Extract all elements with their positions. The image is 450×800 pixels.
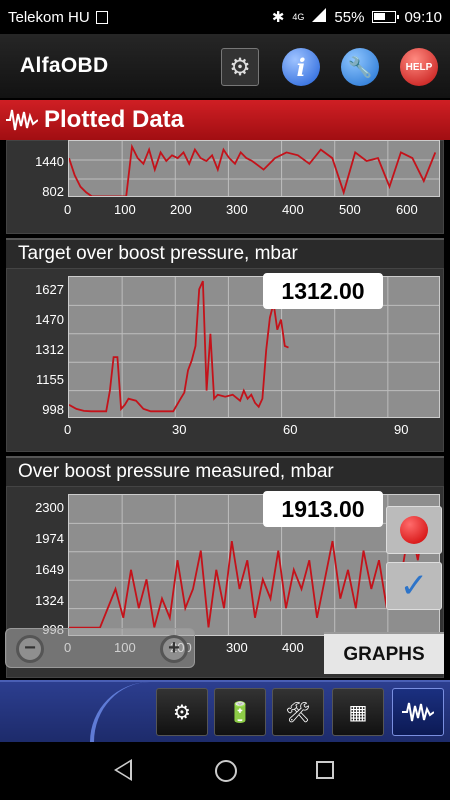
y-tick: 1440 [35,154,64,169]
confirm-checkmark-button[interactable]: ✓ [386,562,442,610]
network-label: 4G [292,12,305,22]
check-engine-icon[interactable]: 🛠 [272,688,324,736]
system-navigation-bar [0,742,450,800]
x-tick: 600 [396,202,418,217]
series-line [69,143,437,196]
y-tick: 1155 [36,372,64,387]
x-tick: 200 [170,202,192,217]
y-tick: 998 [42,402,64,417]
zoom-control: − + [5,628,195,668]
x-tick: 300 [226,202,248,217]
chart-3-svg [69,495,439,635]
x-tick: 100 [114,202,136,217]
ecu-module-icon[interactable]: ▦ [332,688,384,736]
clock: 09:10 [404,8,442,26]
home-icon[interactable] [215,760,237,782]
y-tick: 802 [42,184,64,199]
y-tick: 1312 [35,342,64,357]
bluetooth-icon: ✱ [271,9,285,26]
info-icon[interactable]: i [282,48,320,86]
battery-pack-icon[interactable]: 🔋 [214,688,266,736]
x-tick: 90 [394,422,409,437]
help-label: HELP [405,61,433,73]
zoom-in-button[interactable]: + [160,635,188,663]
x-tick: 500 [339,202,361,217]
chart-2-title: Target over boost pressure, mbar [6,238,444,268]
y-tick: 2300 [35,500,64,515]
carrier-label: Telekom HU [8,8,90,26]
page-title: Plotted Data [44,106,185,133]
chart-1-plot [68,140,440,197]
plotted-data-banner: Plotted Data [0,100,450,140]
settings-gear-icon[interactable]: ⚙ [221,48,259,86]
chart-3-plot [68,494,440,636]
plotted-data-icon[interactable] [392,688,444,736]
signal-icon [312,8,327,26]
app-title: AlfaOBD [20,54,109,77]
engine-sensor-icon[interactable]: ⚙ [156,688,208,736]
chart-2-plot [68,276,440,418]
record-dot-icon [400,516,428,544]
series-line [69,280,289,413]
y-tick: 1324 [35,593,64,608]
record-button[interactable] [386,506,442,554]
y-tick: 1974 [35,531,64,546]
waveform-logo-icon [6,109,38,131]
recent-apps-icon[interactable] [316,761,334,779]
x-tick: 0 [64,202,72,217]
y-tick: 1649 [35,562,64,577]
chart-1-svg [69,141,439,196]
x-tick: 300 [226,640,248,655]
x-tick: 30 [172,422,187,437]
chart-3-current-value: 1913.00 [263,491,383,527]
battery-percent: 55% [334,8,365,26]
x-tick: 400 [282,640,304,655]
chart-3-title: Over boost pressure measured, mbar [6,456,444,486]
x-tick: 400 [282,202,304,217]
graphs-button[interactable]: GRAPHS [324,632,444,674]
back-icon[interactable] [114,759,132,781]
series-line [69,512,435,629]
chart-2-svg [69,277,439,417]
waveform-icon [402,702,434,722]
checkmark-icon: ✓ [399,567,429,605]
y-tick: 1627 [35,282,64,297]
zoom-out-button[interactable]: − [16,635,44,663]
bottom-toolbar: ⚙ 🔋 🛠 ▦ [0,680,450,744]
help-icon[interactable]: HELP [400,48,438,86]
toolbar-arc-decoration [90,682,160,744]
x-tick: 0 [64,422,72,437]
y-tick: 1470 [35,312,64,327]
x-tick: 60 [283,422,298,437]
sim-icon [95,10,108,24]
chart-2-current-value: 1312.00 [263,273,383,309]
battery-icon [372,11,400,23]
tools-icon[interactable]: 🔧 [341,48,379,86]
app-bar: AlfaOBD ⚙ i 🔧 HELP [0,34,450,98]
status-bar: Telekom HU ✱ 4G 55% 09:10 [0,0,450,34]
